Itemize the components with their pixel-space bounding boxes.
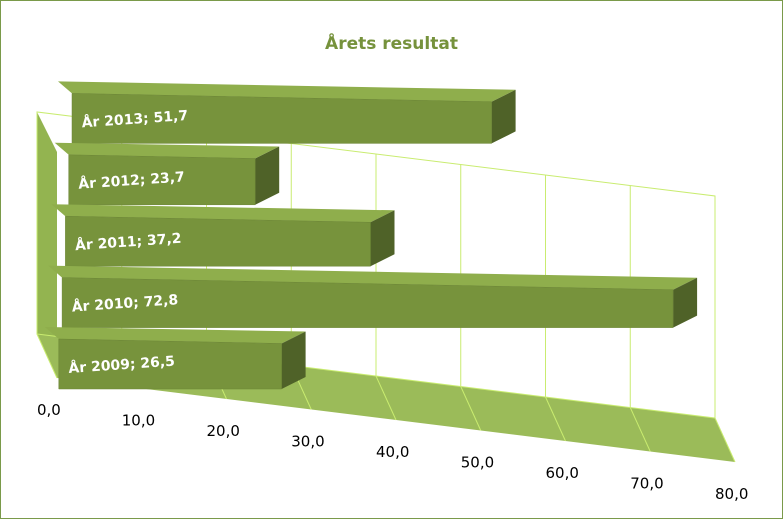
x-tick-label: 10,0 — [122, 412, 155, 430]
bar-side-face — [255, 146, 280, 205]
bar-5: År 2013; 51,7 — [58, 81, 516, 144]
bar-top-face — [58, 81, 516, 102]
floor-gridline — [375, 375, 397, 421]
bars: År 2013; 51,7År 2012; 23,7År 2011; 37,2Å… — [44, 81, 698, 390]
x-tick-label: 20,0 — [207, 422, 240, 440]
bar-side-face — [281, 331, 306, 389]
bar-side-face — [370, 210, 395, 267]
bar-front-face — [61, 277, 674, 328]
bar-top-face — [51, 204, 395, 223]
side-wall — [37, 112, 57, 378]
bar-1: År 2009; 26,5 — [44, 327, 306, 390]
bar-top-face — [48, 265, 698, 290]
floor-gridline — [460, 386, 482, 431]
x-tick-label: 70,0 — [630, 475, 663, 493]
x-tick-label: 30,0 — [291, 433, 324, 451]
bar-top-face — [44, 327, 306, 344]
bar-2: År 2010; 72,8 — [48, 265, 698, 328]
x-tick-label: 50,0 — [461, 454, 494, 472]
bar-4: År 2012; 23,7 — [54, 142, 280, 206]
x-tick-label: 40,0 — [376, 443, 409, 461]
x-tick-label: 0,0 — [37, 401, 61, 419]
bar-front-face — [71, 93, 492, 144]
floor-gridline — [629, 407, 651, 452]
bar-top-face — [54, 142, 280, 159]
x-tick-label: 80,0 — [715, 485, 748, 503]
bar-front-face — [65, 215, 371, 267]
floor-gridline — [714, 417, 736, 463]
bar-front-face — [68, 154, 256, 206]
floor-gridline — [36, 333, 58, 379]
x-axis-ticks: 0,0 10,0 20,0 30,0 40,0 50,0 60,0 70,0 80,0 — [37, 401, 748, 503]
bar-side-face — [673, 277, 698, 328]
bar-3: År 2011; 37,2 — [51, 204, 395, 267]
chart-title: Årets resultat — [325, 34, 458, 54]
bar-side-face — [491, 89, 516, 144]
floor-gridline — [545, 396, 566, 442]
bar-front-face — [58, 338, 282, 390]
x-tick-label: 60,0 — [546, 464, 579, 482]
